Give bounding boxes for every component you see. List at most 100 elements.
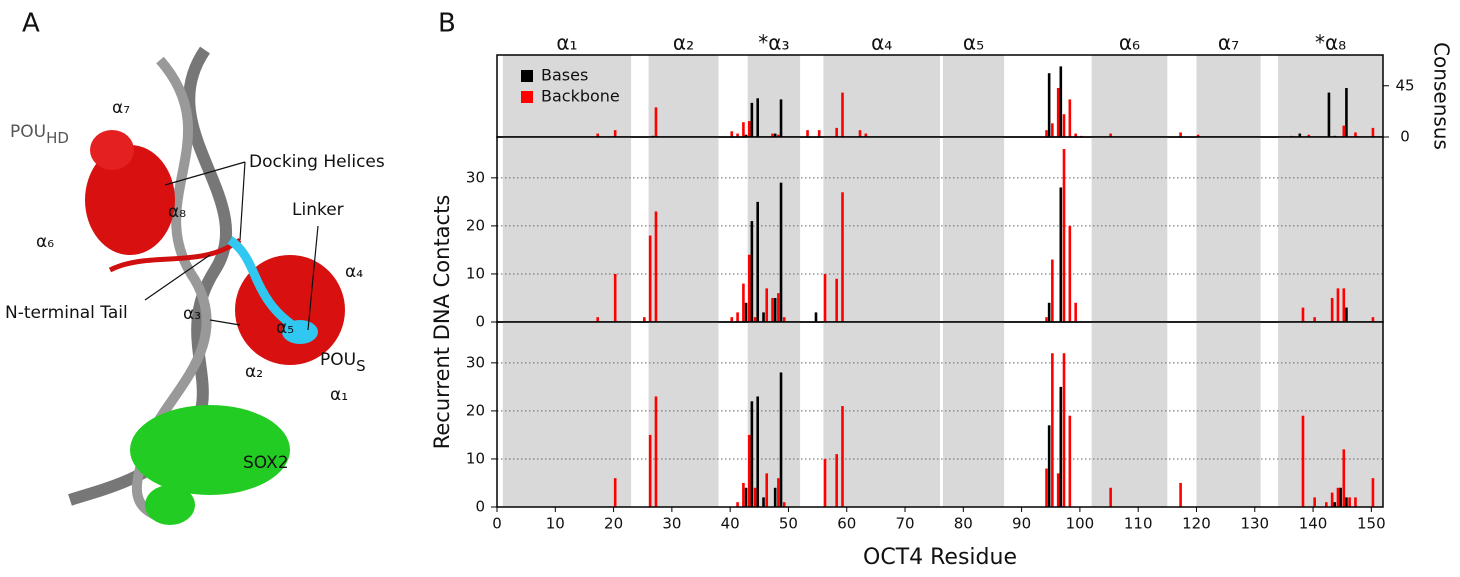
helix-label: α₃ [183, 304, 201, 324]
helix-region [823, 322, 940, 507]
bar [1059, 187, 1063, 322]
helix-label: α₈ [168, 202, 186, 222]
helix-label: α₅ [276, 318, 294, 338]
bar [1330, 297, 1334, 322]
bar [1345, 307, 1348, 322]
bar [1074, 133, 1077, 137]
bar [1068, 99, 1072, 137]
helix-label: *α₃ [758, 31, 789, 55]
bar [730, 317, 734, 322]
x-tick-label: 30 [662, 515, 681, 533]
bar [648, 434, 652, 507]
helix-region [1091, 322, 1168, 507]
bar [1109, 133, 1112, 137]
sox2-domain [130, 405, 290, 495]
bar [756, 396, 760, 507]
leader-lines [144, 161, 319, 331]
n-terminal-tail [108, 237, 242, 273]
bar [1109, 487, 1112, 507]
bar [1059, 66, 1063, 137]
bar [1179, 482, 1182, 507]
bar [1179, 132, 1182, 137]
bar [750, 401, 754, 507]
bar [1074, 302, 1077, 322]
bar [1333, 502, 1337, 507]
x-tick-label: 150 [1357, 515, 1386, 533]
bar [654, 107, 658, 137]
y-tick-label: 20 [466, 216, 485, 234]
bar [1345, 88, 1348, 137]
bar [643, 317, 646, 322]
panel-letter: B [438, 9, 456, 39]
bar [1307, 134, 1311, 137]
dna-strand [132, 56, 212, 525]
helix-region [1196, 55, 1261, 137]
bar [596, 133, 599, 137]
y-tick-label: 10 [466, 449, 485, 467]
bar [756, 201, 760, 322]
x-tick-label: 80 [954, 515, 973, 533]
y-tick-label: 20 [466, 401, 485, 419]
x-tick-label: 0 [492, 515, 502, 533]
x-tick-label: 60 [837, 515, 856, 533]
bar [747, 434, 751, 507]
legend-label: Bases [541, 66, 588, 85]
bar [596, 317, 599, 322]
bar [1196, 134, 1200, 137]
bar [762, 497, 765, 507]
y-tick-label: 0 [475, 498, 485, 516]
bar [654, 396, 658, 507]
bar [1313, 497, 1316, 507]
bar [1045, 468, 1048, 507]
bar [747, 254, 751, 322]
helix-region [823, 137, 940, 322]
bar [777, 478, 780, 507]
bar [814, 312, 818, 322]
helix-region [1091, 55, 1168, 137]
bar [1298, 133, 1302, 137]
bar [835, 454, 838, 507]
bar [742, 122, 745, 137]
helix-region [1196, 322, 1261, 507]
bar [1327, 92, 1331, 137]
bar [806, 130, 809, 137]
annotation: N-terminal Tail [5, 303, 128, 323]
annotation: Linker [292, 200, 344, 220]
helix-label: α₆ [1119, 31, 1140, 55]
bar [841, 92, 844, 137]
bar [1056, 473, 1060, 507]
bar [1045, 317, 1048, 322]
helix-region [1278, 137, 1383, 322]
bar [864, 133, 868, 137]
bar [1342, 125, 1346, 137]
helix-label: α₂ [245, 362, 263, 382]
helix-region [942, 137, 1005, 322]
bar [1051, 123, 1054, 137]
plot-frame [496, 321, 1384, 508]
helix-region [1278, 322, 1383, 507]
helix-region [747, 322, 801, 507]
bar [613, 478, 617, 507]
bar [744, 134, 748, 137]
helix-region [648, 137, 719, 322]
helix-label: α₁ [330, 385, 348, 405]
y-tick-label: 0 [475, 313, 485, 331]
helix-region [747, 55, 801, 137]
bar [1348, 497, 1351, 507]
bar [1059, 386, 1063, 507]
bar [1336, 487, 1340, 507]
y-axis-label: Consensus [1430, 42, 1454, 150]
linker [227, 236, 303, 334]
bar [744, 302, 748, 322]
bar [742, 283, 745, 322]
y-tick-label: 30 [466, 168, 485, 186]
bar [1336, 288, 1340, 322]
annotation: SOX2 [243, 453, 289, 473]
helix-label: α₄ [345, 262, 363, 282]
x-axis-label: OCT4 Residue [863, 545, 1017, 570]
bar [817, 130, 821, 137]
bar [1342, 288, 1346, 322]
bar [835, 278, 838, 322]
bar [823, 458, 827, 507]
bar [835, 127, 838, 137]
